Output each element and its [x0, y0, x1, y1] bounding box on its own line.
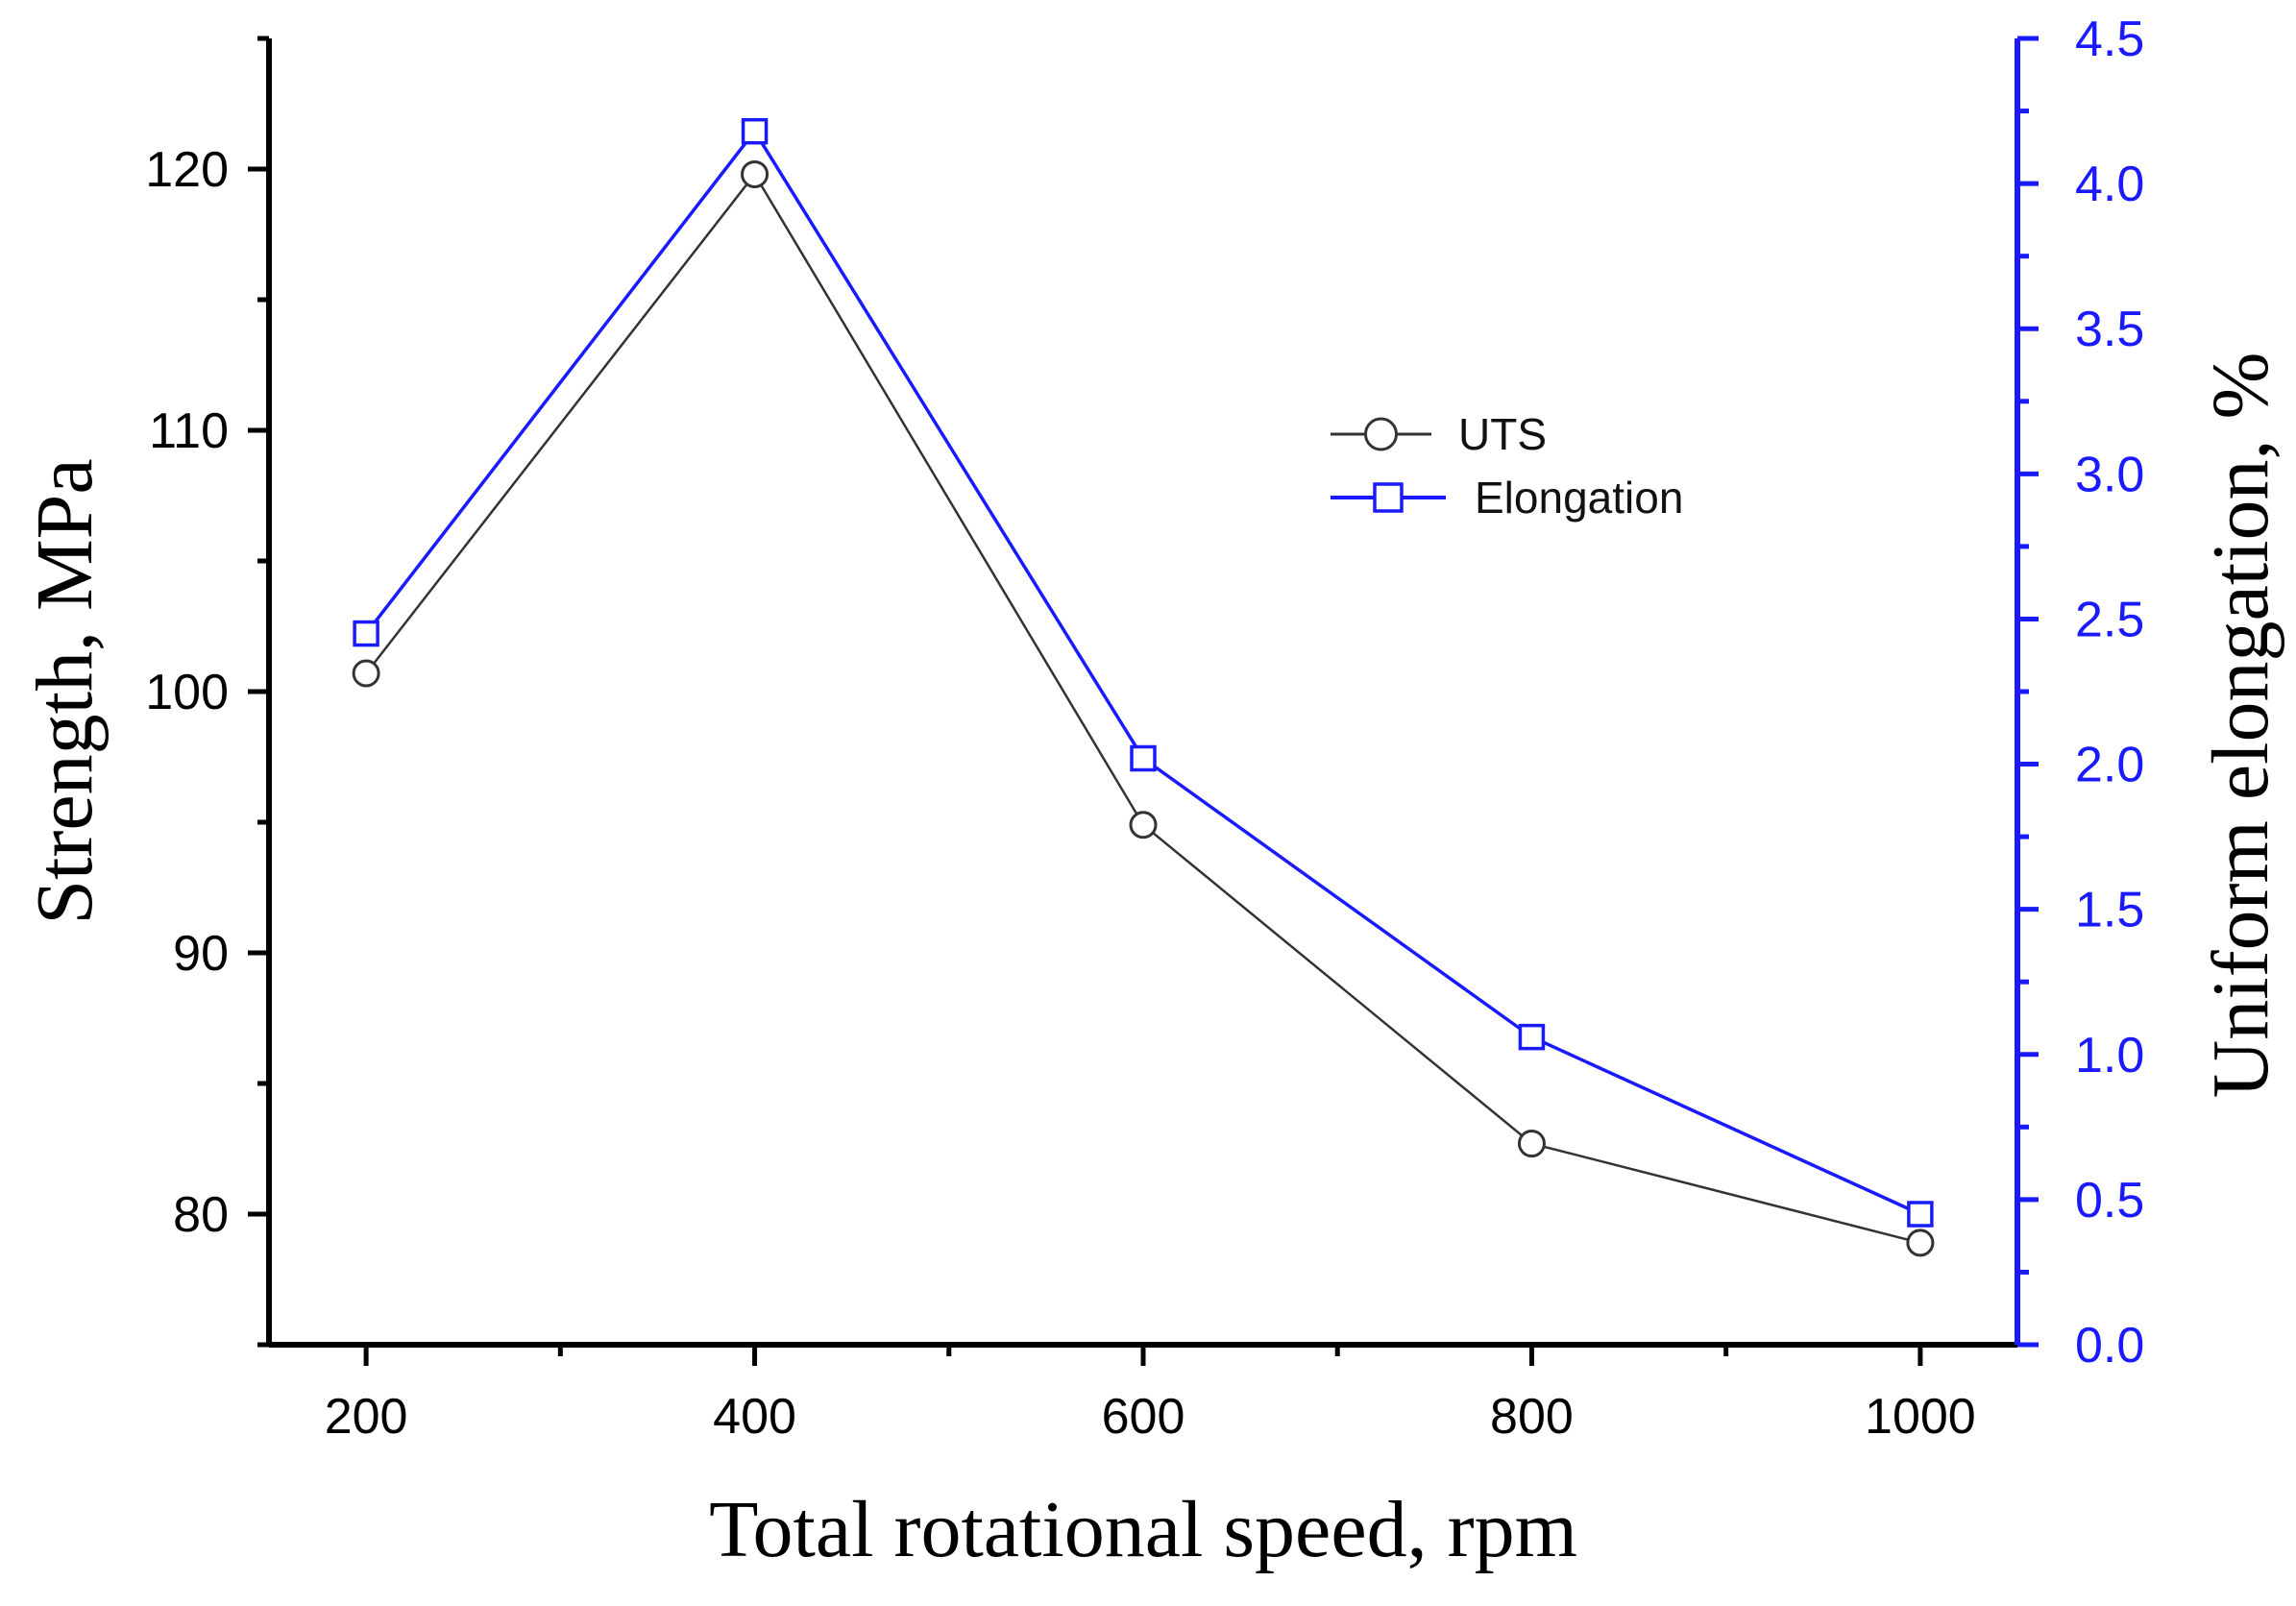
plot-frame [269, 38, 2017, 1345]
x-tick-label: 600 [1102, 1389, 1185, 1445]
data-point-elongation [741, 117, 769, 145]
data-point-uts [1517, 1130, 1546, 1158]
y2-tick-label: 3.0 [2075, 447, 2144, 502]
x-tick-label: 800 [1490, 1389, 1574, 1445]
legend-marker-uts [1364, 417, 1398, 451]
legend-marker-elongation [1373, 482, 1404, 513]
y2-tick-label: 3.5 [2075, 302, 2144, 357]
legend-label-elongation: Elongation [1475, 473, 1683, 523]
data-point-elongation [1907, 1201, 1934, 1228]
y-tick-label: 100 [145, 665, 229, 720]
data-point-uts [1906, 1229, 1935, 1257]
plot-area [269, 38, 2017, 1345]
axes: 200 400 600 800 1000 80 90 100 110 120 0.0 0.5 1.0 1.… [145, 12, 2144, 1445]
y2-tick-label: 1.0 [2075, 1028, 2144, 1083]
legend: UTS Elongation [1331, 409, 1683, 523]
series-line-elongation [364, 128, 1921, 1216]
y2-tick-label: 0.5 [2075, 1173, 2144, 1229]
y-tick-label: 90 [173, 926, 229, 982]
x-tick-label: 1000 [1865, 1389, 1976, 1445]
y2-axis-title: Uniform elongation, % [2196, 353, 2285, 1099]
data-point-elongation [1518, 1023, 1546, 1051]
y2-tick-label: 2.5 [2075, 592, 2144, 647]
data-point-elongation [1130, 744, 1157, 772]
data-point-uts [741, 159, 769, 188]
y-tick-label: 120 [145, 142, 229, 198]
y-tick-label: 80 [173, 1187, 229, 1243]
y2-tick-label: 4.0 [2075, 157, 2144, 212]
y-tick-label: 110 [149, 403, 229, 459]
y2-tick-label: 4.5 [2075, 12, 2144, 67]
data-point-elongation [353, 620, 379, 647]
x-tick-label: 200 [325, 1389, 408, 1445]
data-point-uts [1129, 811, 1158, 840]
data-point-uts [352, 659, 380, 688]
series-layer [352, 117, 1935, 1257]
y2-tick-label: 0.0 [2075, 1318, 2144, 1374]
y2-tick-label: 1.5 [2075, 883, 2144, 938]
y-axis-title: Strength, MPa [20, 458, 110, 924]
y2-tick-label: 2.0 [2075, 738, 2144, 793]
x-axis-title: Total rotational speed, rpm [709, 1485, 1577, 1574]
legend-label-uts: UTS [1458, 409, 1547, 459]
x-tick-label: 400 [713, 1389, 796, 1445]
